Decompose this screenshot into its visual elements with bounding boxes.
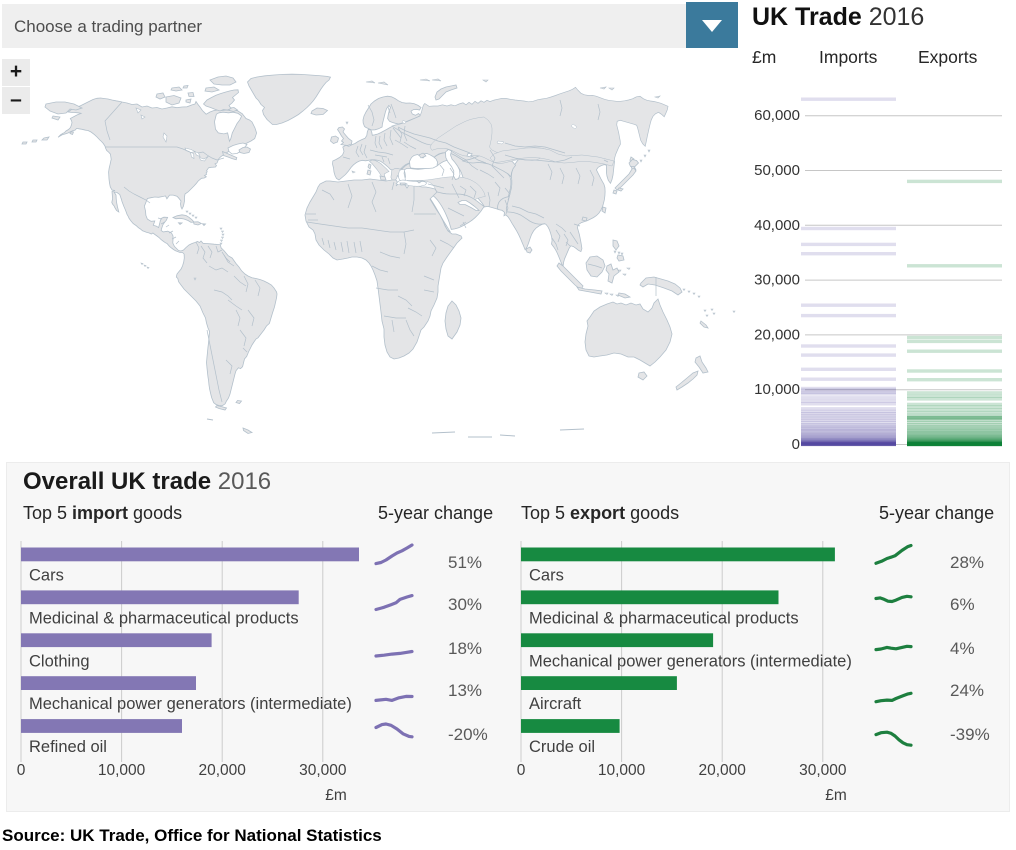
svg-text:Cars: Cars: [529, 567, 564, 585]
svg-text:Aircraft: Aircraft: [529, 695, 582, 713]
svg-text:0: 0: [517, 762, 526, 779]
svg-text:30,000: 30,000: [754, 272, 800, 289]
svg-text:51%: 51%: [448, 553, 482, 572]
svg-text:Cars: Cars: [29, 567, 64, 585]
svg-text:60,000: 60,000: [754, 107, 800, 124]
svg-text:Medicinal & pharmaceutical pro: Medicinal & pharmaceutical products: [529, 609, 799, 627]
svg-text:10,000: 10,000: [98, 762, 146, 779]
svg-text:4%: 4%: [950, 639, 975, 658]
svg-text:18%: 18%: [448, 639, 482, 658]
svg-text:Crude oil: Crude oil: [529, 738, 595, 756]
svg-text:10,000: 10,000: [598, 762, 646, 779]
svg-text:24%: 24%: [950, 681, 984, 700]
svg-text:30,000: 30,000: [799, 762, 847, 779]
svg-text:6%: 6%: [950, 595, 975, 614]
svg-text:30,000: 30,000: [299, 762, 347, 779]
svg-text:50,000: 50,000: [754, 162, 800, 179]
svg-text:£m: £m: [825, 787, 847, 804]
svg-text:20,000: 20,000: [198, 762, 246, 779]
svg-text:0: 0: [792, 436, 800, 453]
svg-text:£m: £m: [325, 787, 347, 804]
svg-text:13%: 13%: [448, 681, 482, 700]
svg-text:-20%: -20%: [448, 725, 488, 744]
svg-text:Mechanical power generators (i: Mechanical power generators (intermediat…: [29, 695, 352, 713]
svg-text:20,000: 20,000: [698, 762, 746, 779]
svg-text:-39%: -39%: [950, 725, 990, 744]
svg-text:Refined oil: Refined oil: [29, 738, 107, 756]
svg-text:Clothing: Clothing: [29, 652, 90, 670]
svg-text:10,000: 10,000: [754, 381, 800, 398]
svg-text:Medicinal & pharmaceutical pro: Medicinal & pharmaceutical products: [29, 609, 299, 627]
svg-text:20,000: 20,000: [754, 326, 800, 343]
svg-text:30%: 30%: [448, 595, 482, 614]
svg-text:Mechanical power generators (i: Mechanical power generators (intermediat…: [529, 652, 852, 670]
svg-text:40,000: 40,000: [754, 217, 800, 234]
svg-text:28%: 28%: [950, 553, 984, 572]
svg-text:0: 0: [17, 762, 26, 779]
